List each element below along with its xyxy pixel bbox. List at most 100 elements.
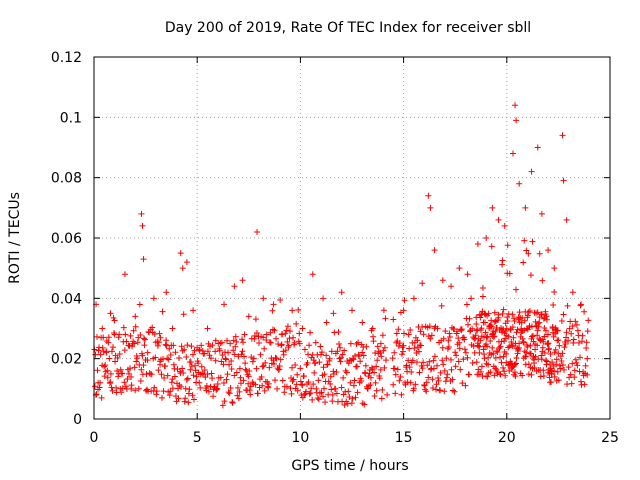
data-point	[329, 398, 336, 405]
data-point	[526, 307, 533, 314]
data-point	[565, 364, 572, 371]
data-point	[435, 377, 442, 384]
data-point	[337, 344, 344, 351]
data-point	[542, 357, 549, 364]
data-point	[344, 400, 351, 407]
data-point	[499, 261, 506, 268]
data-point	[97, 351, 104, 358]
data-point	[309, 396, 316, 403]
data-point	[318, 389, 325, 396]
data-point	[512, 373, 519, 380]
data-point	[278, 342, 285, 349]
data-point	[473, 327, 480, 334]
data-point	[131, 340, 138, 347]
data-point	[266, 364, 273, 371]
data-point	[323, 319, 330, 326]
data-point	[336, 355, 343, 362]
data-point	[242, 366, 249, 373]
data-point	[169, 385, 176, 392]
data-point	[405, 331, 412, 338]
data-point	[192, 367, 199, 374]
data-point	[185, 390, 192, 397]
data-point	[356, 353, 363, 360]
data-point	[277, 356, 284, 363]
data-point	[261, 387, 268, 394]
data-point	[551, 373, 558, 380]
data-point	[480, 346, 487, 353]
data-point	[482, 329, 489, 336]
data-point	[231, 372, 238, 379]
data-point	[238, 336, 245, 343]
data-point	[499, 310, 506, 317]
data-point	[333, 390, 340, 397]
data-point	[534, 309, 541, 316]
data-point	[575, 339, 582, 346]
data-point	[565, 337, 572, 344]
data-point	[456, 339, 463, 346]
data-point	[382, 315, 389, 322]
data-point	[489, 344, 496, 351]
data-point	[551, 368, 558, 375]
data-point	[107, 370, 114, 377]
data-point	[316, 359, 323, 366]
data-point	[144, 349, 151, 356]
data-point	[180, 369, 187, 376]
data-point	[582, 362, 589, 369]
data-point	[401, 330, 408, 337]
data-point	[115, 373, 122, 380]
data-point	[181, 398, 188, 405]
data-point	[101, 373, 108, 380]
data-point	[164, 372, 171, 379]
data-point	[519, 335, 526, 342]
data-point	[139, 352, 146, 359]
data-point	[198, 363, 205, 370]
data-point	[289, 307, 296, 314]
data-point	[341, 347, 348, 354]
data-point	[263, 331, 270, 338]
data-point	[556, 362, 563, 369]
data-point	[337, 358, 344, 365]
data-point	[185, 399, 192, 406]
data-point	[138, 366, 145, 373]
data-point	[477, 368, 484, 375]
data-point	[341, 402, 348, 409]
data-point	[206, 352, 213, 359]
data-point	[342, 367, 349, 374]
data-point	[114, 367, 121, 374]
data-point	[479, 285, 486, 292]
y-tick-label: 0.12	[51, 50, 82, 66]
data-point	[569, 360, 576, 367]
data-point	[163, 289, 170, 296]
data-point	[304, 359, 311, 366]
data-point	[260, 295, 267, 302]
data-point	[245, 380, 252, 387]
data-point	[350, 382, 357, 389]
data-point	[259, 363, 266, 370]
data-point	[502, 335, 509, 342]
data-point	[540, 372, 547, 379]
data-point	[169, 376, 176, 383]
data-point	[440, 335, 447, 342]
data-point	[488, 317, 495, 324]
data-point	[406, 364, 413, 371]
data-point	[106, 380, 113, 387]
data-point	[346, 393, 353, 400]
data-point	[208, 355, 215, 362]
data-point	[273, 335, 280, 342]
data-point	[121, 347, 128, 354]
data-point	[535, 323, 542, 330]
data-point	[347, 379, 354, 386]
data-point	[294, 387, 301, 394]
data-point	[492, 328, 499, 335]
data-point	[297, 365, 304, 372]
data-point	[348, 400, 355, 407]
data-point	[256, 340, 263, 347]
data-point	[265, 384, 272, 391]
data-point	[183, 353, 190, 360]
data-point	[531, 364, 538, 371]
data-point	[528, 371, 535, 378]
data-point	[328, 386, 335, 393]
data-point	[518, 319, 525, 326]
data-point	[239, 277, 246, 284]
data-point	[445, 337, 452, 344]
